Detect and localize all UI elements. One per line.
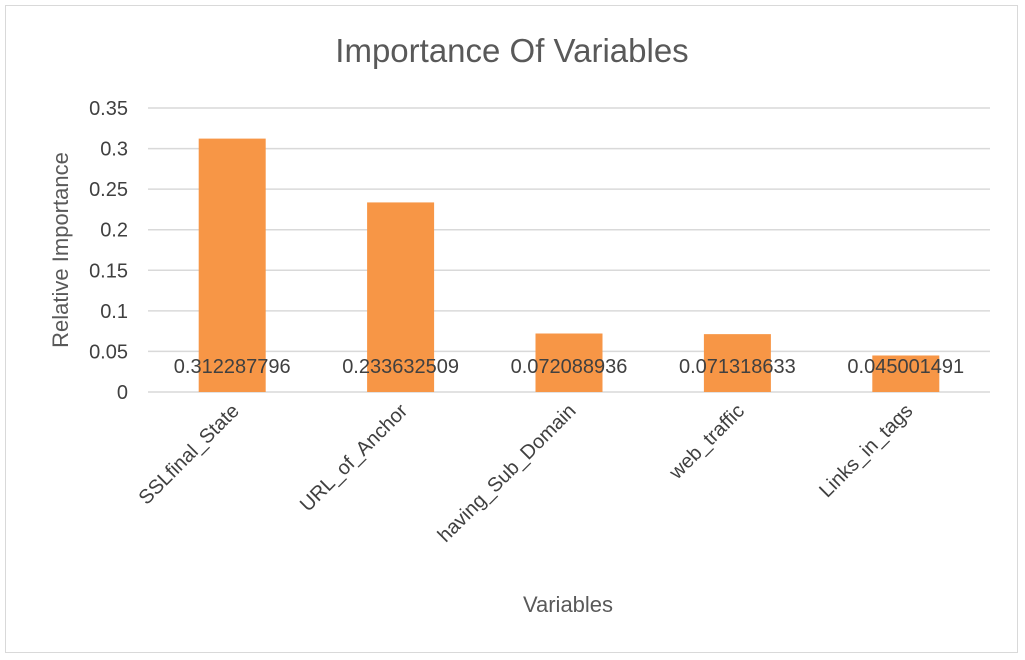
x-axis-title: Variables xyxy=(523,592,613,617)
data-labels: 0.312287796 0.233632509 0.072088936 0.07131… xyxy=(174,356,964,378)
y-tick-label: 0.15 xyxy=(89,260,128,282)
y-axis-ticks: 0 0.05 0.1 0.15 0.2 0.25 0.3 0.35 xyxy=(89,98,128,404)
y-tick-label: 0.05 xyxy=(89,341,128,363)
y-tick-label: 0.2 xyxy=(100,220,128,242)
y-axis-title: Relative Importance xyxy=(48,152,73,348)
x-axis-categories: SSLfinal_State URL_of_Anchor having_Sub_Do… xyxy=(135,400,918,547)
data-label: 0.045001491 xyxy=(847,356,964,378)
x-category-label: having_Sub_Domain xyxy=(434,400,581,547)
y-tick-label: 0 xyxy=(117,382,128,404)
x-category-label: web_traffic xyxy=(665,400,749,484)
x-category-label: Links_in_tags xyxy=(815,400,917,502)
y-tick-label: 0.3 xyxy=(100,139,128,161)
chart-frame xyxy=(5,5,1018,653)
bars xyxy=(198,138,940,392)
bar xyxy=(703,334,771,392)
data-label: 0.072088936 xyxy=(511,356,628,378)
gridlines xyxy=(148,107,990,393)
data-label: 0.233632509 xyxy=(342,356,459,378)
chart-title: Importance Of Variables xyxy=(335,32,688,69)
y-tick-label: 0.25 xyxy=(89,179,128,201)
bar xyxy=(872,355,940,392)
data-label: 0.071318633 xyxy=(679,356,796,378)
bar xyxy=(198,138,266,392)
x-category-label: URL_of_Anchor xyxy=(296,400,412,516)
y-tick-label: 0.1 xyxy=(100,301,128,323)
data-label: 0.312287796 xyxy=(174,356,291,378)
y-tick-label: 0.35 xyxy=(89,98,128,120)
bar xyxy=(367,202,435,392)
x-category-label: SSLfinal_State xyxy=(135,400,244,509)
bar xyxy=(535,333,603,392)
